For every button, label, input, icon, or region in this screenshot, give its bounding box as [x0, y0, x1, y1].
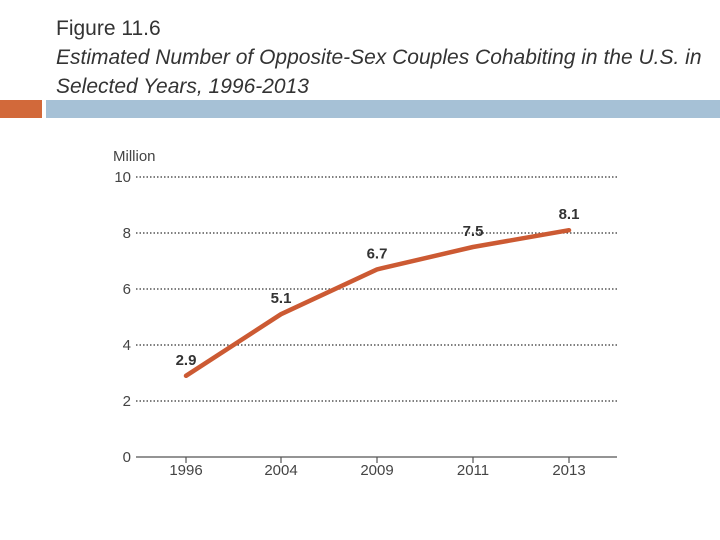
- header-accent-bar-orange: [0, 100, 42, 118]
- y-tick-label-0: 0: [123, 449, 131, 466]
- y-tick-label-8: 8: [123, 225, 131, 242]
- y-axis-unit-label: Million: [113, 148, 156, 165]
- x-tick-label-2004: 2004: [264, 462, 297, 479]
- header-accent-bar-blue: [46, 100, 720, 118]
- x-tick-label-2009: 2009: [360, 462, 393, 479]
- data-label-1996: 2.9: [176, 352, 197, 369]
- gridlines: [136, 176, 617, 402]
- x-tick-label-2013: 2013: [552, 462, 585, 479]
- series-layer: [183, 227, 572, 379]
- data-label-2011: 7.5: [463, 223, 484, 240]
- x-axis: 1996 2004 2009 2011 2013: [136, 456, 617, 479]
- y-tick-label-2: 2: [123, 393, 131, 410]
- figure-title: Figure 11.6: [56, 17, 161, 40]
- data-label-2009: 6.7: [367, 245, 388, 262]
- figure-subtitle: Estimated Number of Opposite-Sex Couples…: [56, 46, 702, 98]
- y-tick-label-4: 4: [123, 337, 131, 354]
- y-axis-ticks: 0 2 4 6 8 10: [114, 169, 131, 466]
- y-tick-label-6: 6: [123, 281, 131, 298]
- y-tick-label-10: 10: [114, 169, 131, 186]
- data-labels: 2.9 5.1 6.7 7.5 8.1: [176, 206, 580, 369]
- x-tick-label-1996: 1996: [169, 462, 202, 479]
- data-label-2004: 5.1: [271, 290, 292, 307]
- data-label-2013: 8.1: [559, 206, 580, 223]
- x-tick-label-2011: 2011: [457, 462, 489, 479]
